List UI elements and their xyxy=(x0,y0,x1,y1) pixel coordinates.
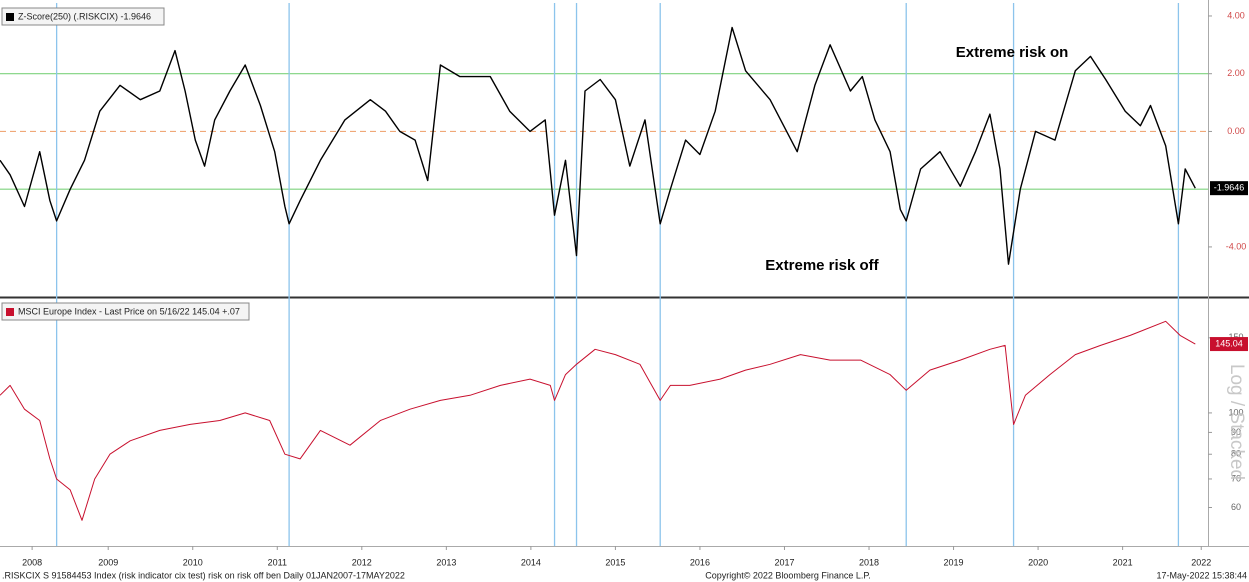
y-tick-label: 90 xyxy=(1231,427,1241,437)
legend-box xyxy=(1,7,165,26)
legend-label: Z-Score(250) (.RISKCIX) -1.9646 xyxy=(18,11,151,21)
y-tick-label: 70 xyxy=(1231,473,1241,483)
annotation: Extreme risk off xyxy=(765,257,879,274)
legend-swatch xyxy=(6,308,14,316)
x-tick-label: 2020 xyxy=(1028,557,1048,567)
legend-label: MSCI Europe Index - Last Price on 5/16/2… xyxy=(18,306,240,316)
series-line xyxy=(0,26,1196,265)
y-tick-label: 60 xyxy=(1231,502,1241,512)
annotation: Extreme risk on xyxy=(956,44,1069,61)
last-value-label: -1.9646 xyxy=(1214,183,1245,193)
last-value-label: 145.04 xyxy=(1215,338,1243,348)
series-line xyxy=(0,320,1196,521)
x-tick-label: 2022 xyxy=(1191,557,1211,567)
last-value-tag xyxy=(1210,181,1248,196)
x-tick-label: 2015 xyxy=(605,557,625,567)
y-tick-label: 2.00 xyxy=(1227,68,1245,78)
x-tick-label: 2011 xyxy=(268,557,287,567)
x-tick-label: 2010 xyxy=(183,557,203,567)
plot-area: 4.00 2.00 0.00 -4.00 Z-Score(250) (.RISKCIX)… xyxy=(0,3,1248,567)
axis-caption: Log / Stacked xyxy=(1226,364,1247,480)
x-tick-label: 2008 xyxy=(22,557,42,567)
x-tick-label: 2018 xyxy=(859,557,879,567)
y-tick-label: 4.00 xyxy=(1227,10,1245,20)
y-tick-label: 0.00 xyxy=(1227,126,1245,136)
x-tick-label: 2009 xyxy=(98,557,118,567)
x-tick-label: 2013 xyxy=(436,557,456,567)
y-tick-label: 100 xyxy=(1228,407,1243,417)
y-tick-label: 80 xyxy=(1231,449,1241,459)
x-tick-label: 2014 xyxy=(521,557,541,567)
x-tick-label: 2019 xyxy=(944,557,964,567)
x-tick-label: 2016 xyxy=(690,557,710,567)
footer-right: 17-May-2022 15:38:44 xyxy=(1156,570,1247,580)
legend-swatch xyxy=(6,13,14,21)
last-value-tag xyxy=(1210,337,1248,352)
y-tick-label: -4.00 xyxy=(1226,241,1247,251)
x-tick-label: 2017 xyxy=(774,557,794,567)
legend-box xyxy=(1,302,250,321)
footer-left: .RISKCIX S 91584453 Index (risk indicato… xyxy=(2,570,405,580)
footer-center: Copyright© 2022 Bloomberg Finance L.P. xyxy=(705,570,871,580)
x-tick-label: 2012 xyxy=(352,557,372,567)
x-tick-label: 2021 xyxy=(1113,557,1133,567)
